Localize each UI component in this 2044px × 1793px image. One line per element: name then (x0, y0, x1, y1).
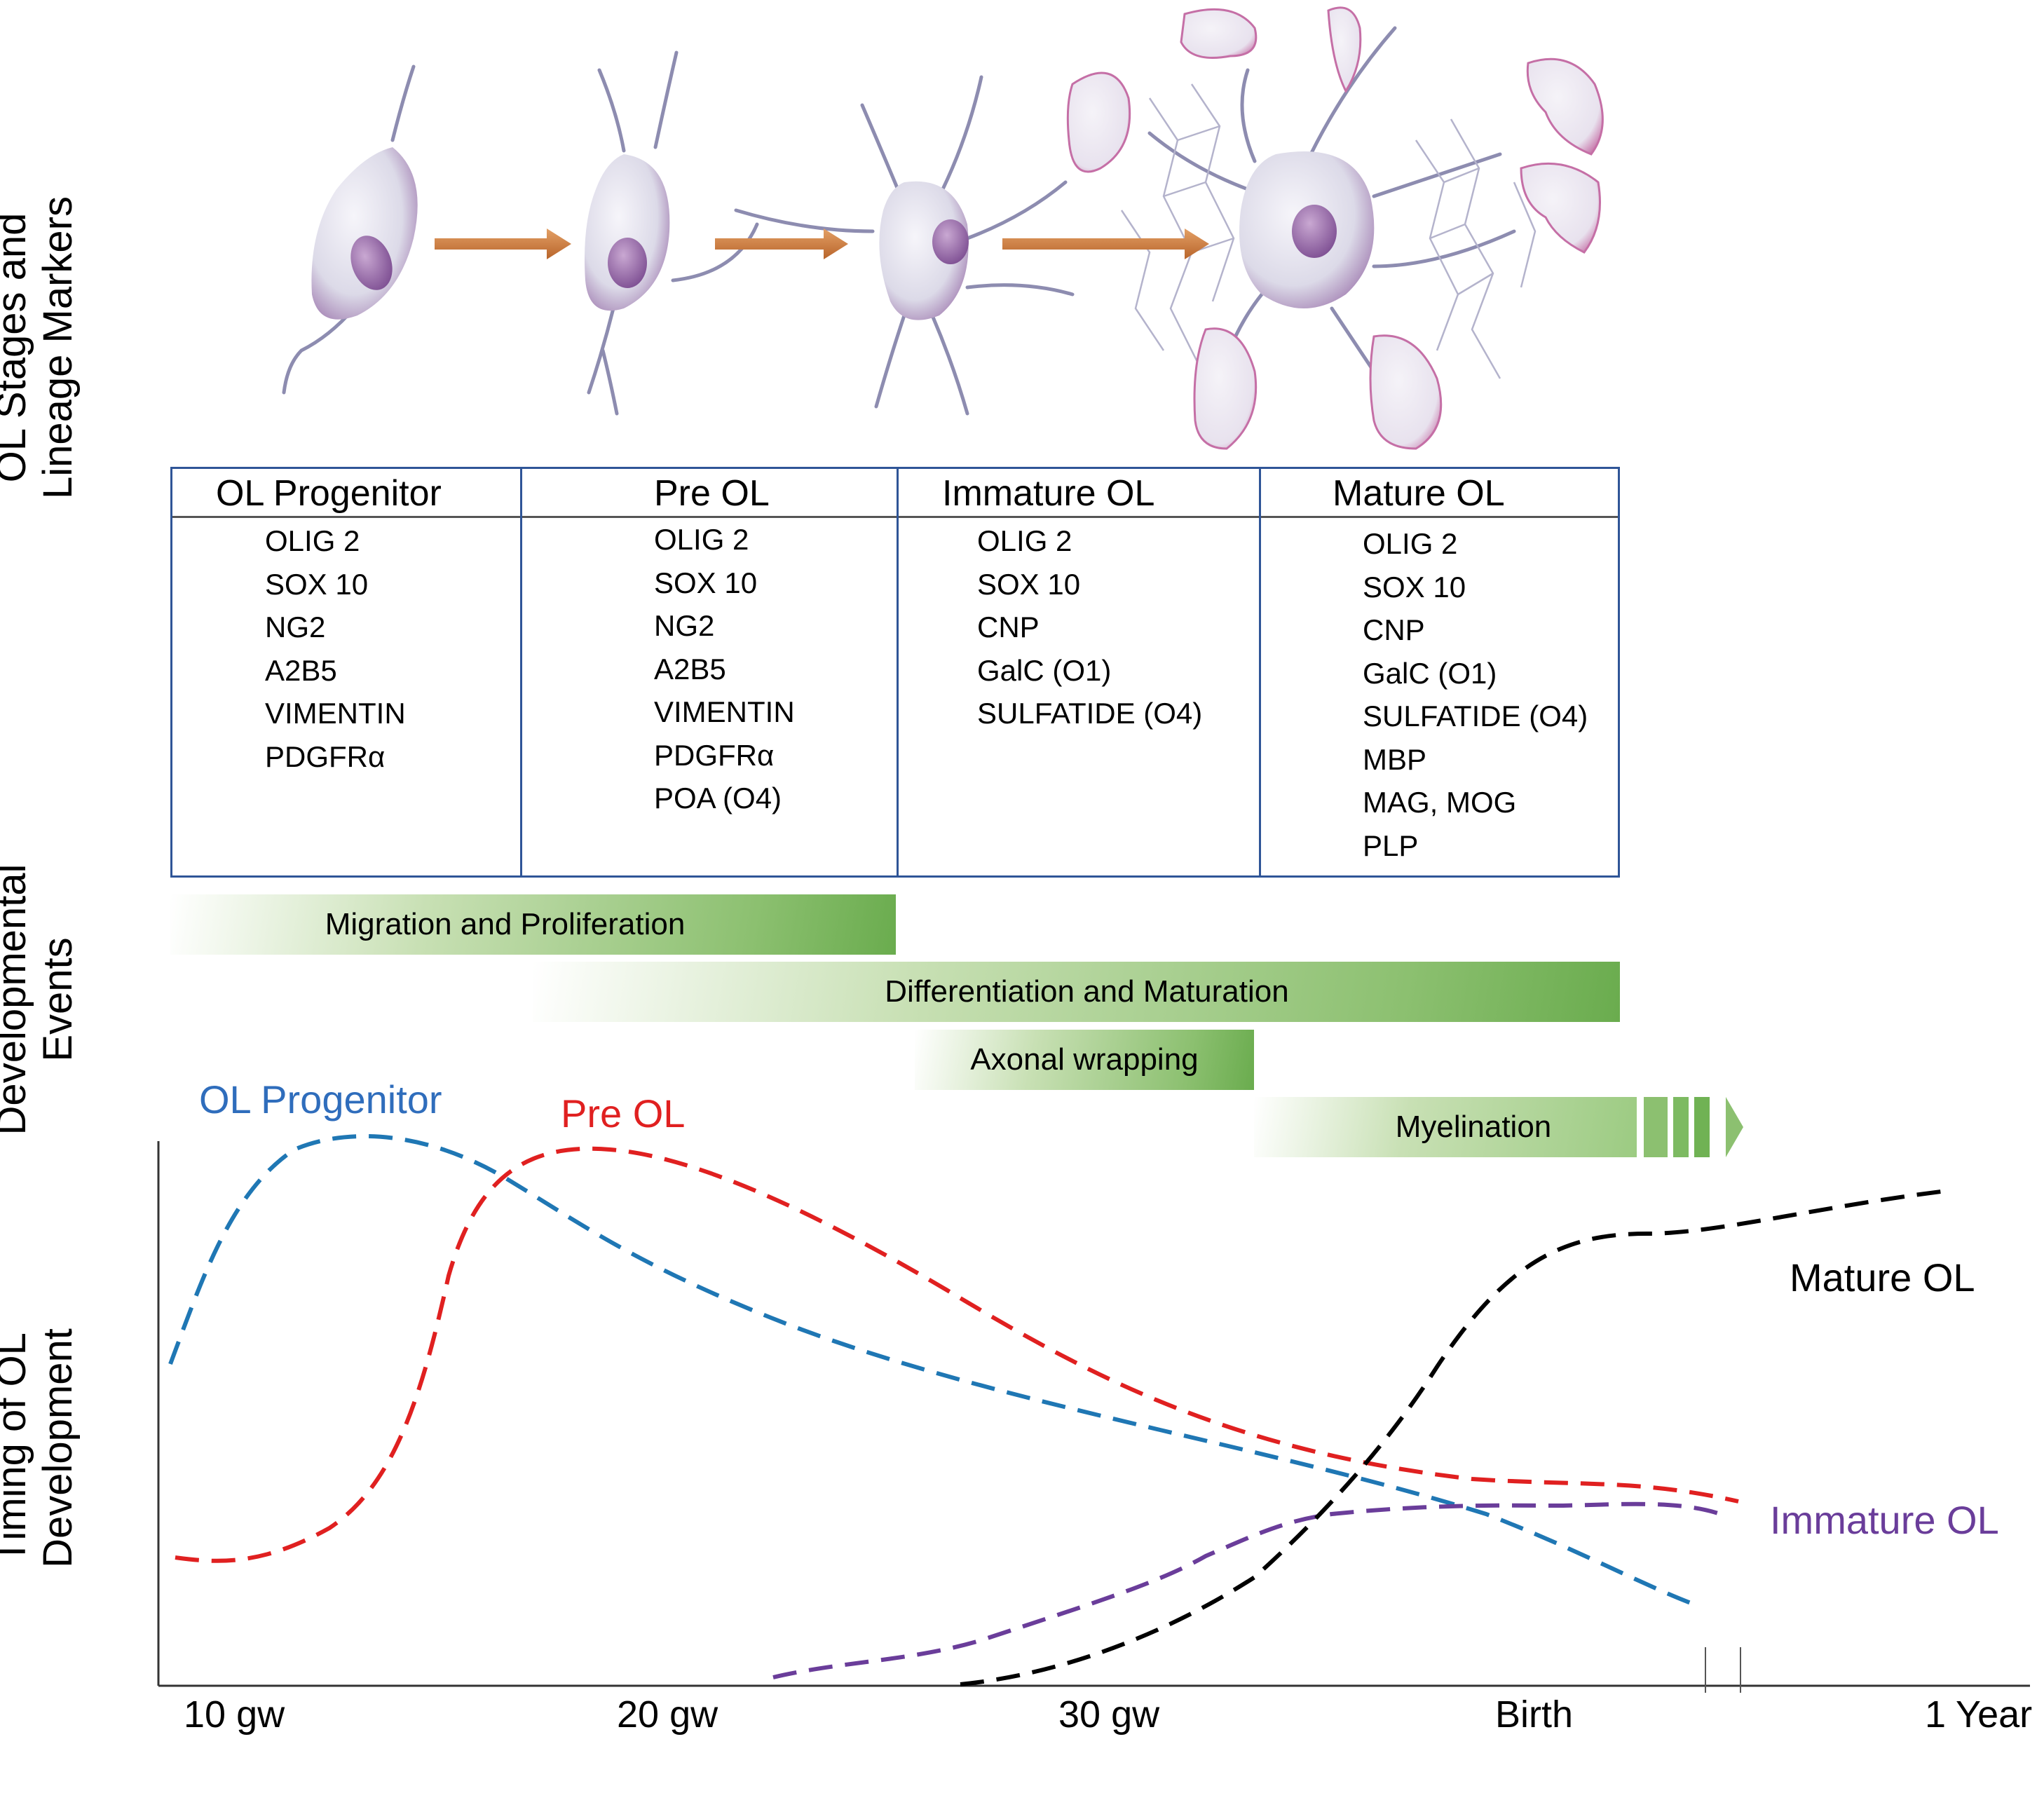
marker-item: SOX 10 (1363, 570, 1466, 604)
x-tick-birth: Birth (1495, 1693, 1574, 1736)
progression-arrow-1 (435, 229, 571, 259)
lineage-marker-table: OL Progenitor OLIG 2 SOX 10 NG2 A2B5 VIM… (170, 467, 1620, 878)
series-pre-ol (175, 1146, 1739, 1563)
myelination-continuation-arrow (1644, 1097, 1743, 1157)
marker-item: MAG, MOG (1363, 786, 1517, 819)
x-tick-1-year: 1 Year (1925, 1693, 2033, 1736)
marker-list: OLIG 2 SOX 10 NG2 A2B5 VIMENTIN PDGFRα (172, 518, 520, 778)
marker-item: PLP (1363, 829, 1419, 862)
curve-label-ol-progenitor: OL Progenitor (199, 1077, 442, 1122)
marker-item: VIMENTIN (265, 697, 406, 730)
event-label: Differentiation and Maturation (885, 974, 1289, 1009)
stage-column-immature-ol: Immature OL OLIG 2 SOX 10 CNP GalC (O1) … (899, 469, 1261, 875)
marker-list: OLIG 2 SOX 10 NG2 A2B5 VIMENTIN PDGFRα P… (522, 518, 897, 820)
stage-column-mature-ol: Mature OL OLIG 2 SOX 10 CNP GalC (O1) SU… (1261, 469, 1618, 875)
marker-item: SULFATIDE (O4) (1363, 700, 1588, 732)
marker-item: SULFATIDE (O4) (977, 697, 1203, 730)
event-bar-myelination: Myelination (1254, 1097, 1637, 1157)
marker-item: GalC (O1) (1363, 656, 1497, 690)
x-tick-10gw: 10 gw (184, 1693, 285, 1736)
event-bar-axonal-wrapping: Axonal wrapping (915, 1030, 1254, 1090)
stage-column-ol-progenitor: OL Progenitor OLIG 2 SOX 10 NG2 A2B5 VIM… (172, 469, 522, 875)
marker-item: PDGFRα (265, 739, 386, 773)
curve-label-immature-ol: Immature OL (1770, 1498, 1999, 1542)
stage-header: Mature OL (1261, 469, 1618, 518)
progression-arrow-2 (715, 229, 848, 259)
marker-list: OLIG 2 SOX 10 CNP GalC (O1) SULFATIDE (O… (1261, 518, 1618, 867)
curve-label-mature-ol: Mature OL (1790, 1255, 1975, 1300)
progression-arrow-3 (1002, 229, 1209, 259)
marker-item: A2B5 (654, 652, 726, 686)
marker-item: OLIG 2 (977, 524, 1072, 557)
marker-item: SOX 10 (977, 567, 1081, 601)
x-tick-20gw: 20 gw (617, 1693, 718, 1736)
event-label: Migration and Proliferation (325, 907, 686, 941)
marker-item: OLIG 2 (1363, 527, 1458, 560)
marker-item: NG2 (654, 609, 715, 642)
marker-item: SOX 10 (265, 567, 369, 601)
marker-item: SOX 10 (654, 566, 758, 599)
marker-list: OLIG 2 SOX 10 CNP GalC (O1) SULFATIDE (O… (899, 518, 1259, 735)
marker-item: OLIG 2 (265, 524, 360, 557)
marker-item: PDGFRα (654, 738, 775, 772)
stage-column-pre-ol: Pre OL OLIG 2 SOX 10 NG2 A2B5 VIMENTIN P… (522, 469, 899, 875)
event-bar-differentiation: Differentiation and Maturation (533, 962, 1620, 1022)
marker-item: GalC (O1) (977, 653, 1112, 687)
event-bar-migration: Migration and Proliferation (170, 894, 896, 955)
ol-lineage-illustration (282, 6, 1604, 450)
marker-item: CNP (1363, 613, 1425, 646)
marker-item: VIMENTIN (654, 695, 795, 728)
timing-chart (157, 1134, 2030, 1693)
event-label: Axonal wrapping (970, 1042, 1199, 1077)
curve-label-pre-ol: Pre OL (561, 1091, 686, 1136)
series-mature-ol (960, 1188, 1953, 1686)
marker-item: A2B5 (265, 653, 337, 687)
stage-header: OL Progenitor (172, 469, 520, 518)
series-immature-ol (772, 1501, 1726, 1679)
stage-header: Pre OL (522, 469, 897, 518)
marker-item: POA (O4) (654, 782, 782, 814)
event-label: Myelination (1395, 1110, 1552, 1144)
marker-item: NG2 (265, 611, 326, 643)
marker-item: CNP (977, 611, 1040, 643)
x-tick-30gw: 30 gw (1058, 1693, 1160, 1736)
marker-item: MBP (1363, 742, 1427, 776)
stage-header: Immature OL (899, 469, 1259, 518)
series-ol-progenitor (168, 1134, 1698, 1607)
marker-item: OLIG 2 (654, 523, 749, 556)
